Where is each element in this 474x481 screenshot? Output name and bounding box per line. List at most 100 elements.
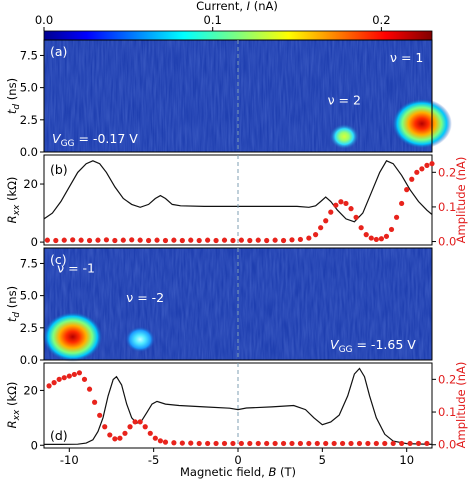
colorbar-gradient — [43, 30, 433, 41]
heatmap-blob — [125, 326, 156, 353]
amplitude-point — [92, 399, 98, 405]
amplitude-point — [393, 214, 400, 220]
panel-d-label: (d) — [50, 428, 68, 443]
amplitude-point — [358, 225, 364, 231]
amplitude-point — [314, 440, 320, 447]
amplitude-point — [122, 430, 128, 436]
plot-d-y-axis: 0 20 — [23, 383, 44, 452]
amplitude-point — [280, 237, 287, 244]
y2-tick-label: 0.0 — [438, 438, 456, 452]
panel-a: (a) VGG = -0.17 V ν = 2 ν = 1 0.0 2.5 5.0 7.… — [5, 39, 452, 159]
y2-tick-label: 0.2 — [438, 372, 456, 386]
amplitude-point — [272, 237, 278, 243]
amplitude-point — [46, 383, 52, 389]
heatmap-c-y-axis: 0.0 2.5 5.0 7.5 — [20, 256, 44, 367]
amplitude-point — [323, 440, 329, 447]
amplitude-point — [289, 440, 295, 447]
amplitude-point — [147, 430, 153, 436]
heatmap-a-y-label: td (ns) — [5, 78, 22, 114]
amplitude-point — [129, 237, 135, 243]
plot-d-y-label-main: R — [5, 420, 19, 428]
amplitude-point — [414, 169, 420, 175]
amplitude-point — [338, 199, 344, 205]
amplitude-point — [154, 237, 160, 243]
heatmap-a-blobs — [329, 98, 452, 150]
amplitude-point — [247, 237, 253, 244]
gate-voltage-c-sub: GG — [339, 345, 353, 355]
amplitude-point — [365, 440, 371, 447]
amplitude-point — [328, 209, 334, 215]
y2-tick-label: 0.1 — [438, 405, 456, 419]
x-tick-label: -5 — [148, 453, 159, 467]
y-tick-label: 5.0 — [20, 81, 38, 95]
amplitude-point — [132, 419, 138, 425]
y-tick-label: 20 — [23, 383, 38, 397]
amplitude-point — [221, 440, 228, 447]
amplitude-point — [368, 235, 374, 241]
plot-d-y-label-unit: (kΩ) — [5, 382, 19, 410]
plot-b-y2-label: Amplitude (nA) — [454, 157, 468, 244]
amplitude-point — [399, 440, 405, 447]
amplitude-point — [188, 440, 194, 446]
amplitude-point — [70, 237, 76, 243]
colorbar-label-main: Current, — [196, 0, 247, 13]
colorbar-ticks: 0.0 0.1 0.2 — [35, 13, 391, 27]
plot-d-x-axis: -10 -5 0 5 10 — [60, 448, 414, 467]
amplitude-point — [255, 237, 261, 243]
heatmap-blob — [42, 311, 103, 362]
amplitude-point — [272, 440, 278, 447]
amplitude-point — [238, 440, 244, 447]
amplitude-point — [107, 432, 113, 438]
y2-tick-label: 0.0 — [438, 235, 456, 249]
amplitude-point — [171, 237, 177, 243]
amplitude-point — [71, 371, 77, 378]
amplitude-point — [238, 237, 244, 243]
amplitude-point — [373, 236, 379, 243]
resistance-trace — [44, 367, 433, 445]
amplitude-point — [404, 187, 410, 193]
amplitude-point — [264, 440, 270, 447]
amplitude-point — [230, 237, 236, 244]
panel-c: (c) VGG = -1.65 V ν = -1 ν = -2 0.0 2.5 5.0… — [5, 247, 433, 367]
heatmap-c-y-label-main: t — [5, 317, 19, 322]
amplitude-point — [264, 237, 270, 244]
heatmap-c-y-label: td (ns) — [5, 286, 22, 322]
amplitude-point — [348, 440, 354, 447]
amplitude-point — [137, 237, 143, 243]
amplitude-point — [56, 376, 62, 382]
plot-b-series — [43, 160, 435, 244]
x-tick-label: 0 — [234, 453, 241, 467]
plot-d-y-label-sub: xx — [12, 409, 22, 421]
plot-b-y2-axis: 0.0 0.1 0.2 — [432, 165, 456, 249]
amplitude-point — [157, 438, 163, 444]
panel-d: (d) 0 20 0.0 0.1 0.2 -10 -5 0 5 10 Rxx (kΩ) Amp… — [5, 362, 468, 479]
amplitude-point — [171, 440, 177, 446]
amplitude-point — [162, 439, 169, 445]
colorbar-label-var: I — [247, 0, 251, 13]
heatmap-a-y-axis: 0.0 2.5 5.0 7.5 — [20, 48, 44, 159]
amplitude-point — [378, 236, 384, 242]
filling-factor-label: ν = 1 — [390, 50, 423, 65]
amplitude-point — [297, 440, 304, 447]
amplitude-point — [383, 233, 390, 239]
amplitude-point — [137, 419, 143, 425]
plot-b-y-axis: 0 20 — [23, 177, 44, 249]
amplitude-point — [280, 440, 287, 447]
amplitude-point — [388, 226, 395, 233]
plot-d-y2-axis: 0.0 0.1 0.2 — [432, 372, 456, 452]
amplitude-point — [188, 237, 194, 243]
y-tick-label: 0 — [31, 235, 38, 249]
x-axis-label: Magnetic field, B (T) — [180, 465, 296, 479]
panel-b: (b) 0 20 0.0 0.1 0.2 Rxx (kΩ) Amplitude (nA… — [5, 154, 468, 249]
heatmap-blob — [329, 123, 360, 150]
heatmap-a-y-label-main: t — [5, 109, 19, 114]
amplitude-point — [407, 440, 413, 447]
heatmap-a-annotations: ν = 2 ν = 1 — [328, 50, 424, 107]
amplitude-point — [213, 440, 219, 447]
amplitude-point — [102, 424, 108, 430]
amplitude-point — [196, 237, 202, 244]
y-tick-label: 0.0 — [20, 353, 38, 367]
y-tick-label: 2.5 — [20, 321, 38, 335]
x-axis-label-var: B — [268, 465, 276, 479]
